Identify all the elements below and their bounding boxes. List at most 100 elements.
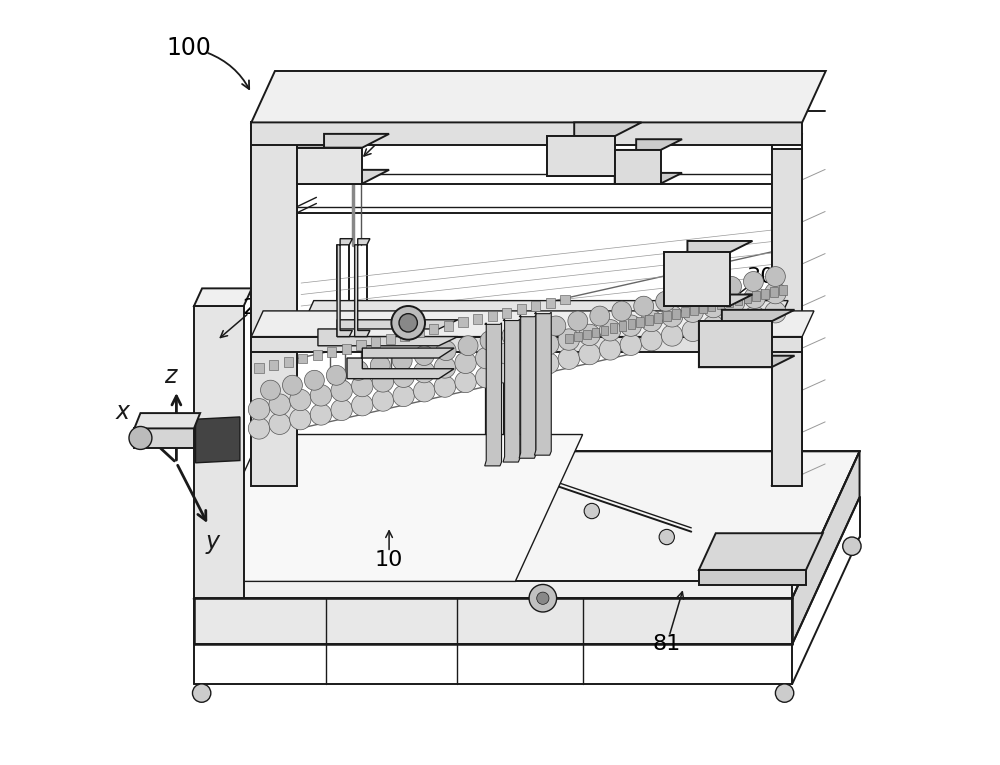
Polygon shape — [699, 533, 823, 570]
Polygon shape — [337, 239, 352, 337]
Polygon shape — [583, 330, 591, 339]
Circle shape — [546, 316, 566, 336]
Circle shape — [392, 350, 412, 370]
Polygon shape — [254, 363, 264, 373]
Circle shape — [370, 356, 390, 376]
Polygon shape — [355, 239, 370, 337]
Circle shape — [659, 529, 674, 545]
Circle shape — [661, 325, 683, 346]
Polygon shape — [297, 134, 389, 184]
Polygon shape — [194, 451, 860, 598]
Polygon shape — [534, 312, 551, 455]
Circle shape — [529, 584, 557, 612]
Circle shape — [290, 389, 311, 411]
Circle shape — [722, 276, 741, 296]
Circle shape — [352, 395, 373, 416]
Polygon shape — [708, 301, 715, 311]
Circle shape — [744, 306, 765, 327]
Polygon shape — [251, 122, 297, 306]
Circle shape — [590, 306, 610, 326]
Circle shape — [248, 418, 270, 439]
Circle shape — [261, 380, 280, 400]
Circle shape — [331, 399, 352, 421]
Circle shape — [682, 301, 703, 322]
Text: 40: 40 — [398, 99, 426, 119]
Circle shape — [599, 320, 621, 341]
Text: y: y — [205, 530, 219, 555]
Circle shape — [393, 366, 414, 387]
Polygon shape — [400, 330, 409, 340]
Polygon shape — [485, 323, 502, 466]
Polygon shape — [672, 310, 680, 319]
Polygon shape — [251, 130, 297, 486]
Circle shape — [269, 394, 290, 415]
Circle shape — [434, 376, 456, 397]
Polygon shape — [560, 295, 570, 304]
Polygon shape — [251, 337, 802, 352]
Text: 10: 10 — [375, 550, 403, 570]
Text: 100: 100 — [166, 36, 211, 60]
Polygon shape — [772, 149, 802, 486]
Circle shape — [414, 346, 434, 366]
Circle shape — [502, 326, 522, 346]
Circle shape — [682, 320, 703, 341]
Polygon shape — [194, 288, 252, 306]
Circle shape — [248, 399, 270, 420]
Polygon shape — [194, 306, 244, 598]
Circle shape — [524, 321, 544, 341]
Polygon shape — [503, 319, 520, 462]
Circle shape — [579, 343, 600, 365]
Polygon shape — [664, 241, 752, 306]
Polygon shape — [313, 350, 322, 360]
Polygon shape — [628, 320, 635, 329]
Circle shape — [496, 343, 518, 364]
Polygon shape — [251, 311, 814, 337]
Polygon shape — [196, 417, 240, 463]
Circle shape — [331, 380, 352, 402]
Circle shape — [455, 352, 476, 373]
Polygon shape — [298, 353, 307, 363]
Polygon shape — [194, 435, 567, 581]
Polygon shape — [645, 315, 653, 324]
Polygon shape — [592, 327, 599, 337]
Text: 81: 81 — [653, 634, 681, 654]
Circle shape — [744, 272, 763, 291]
Polygon shape — [194, 581, 792, 598]
Circle shape — [414, 361, 435, 382]
Circle shape — [599, 339, 621, 360]
Polygon shape — [726, 298, 733, 307]
Circle shape — [304, 370, 324, 390]
Polygon shape — [615, 139, 682, 184]
Circle shape — [283, 376, 302, 396]
Circle shape — [393, 385, 414, 406]
Polygon shape — [519, 315, 536, 458]
Circle shape — [476, 366, 497, 388]
Polygon shape — [502, 308, 511, 317]
Polygon shape — [531, 301, 540, 311]
Circle shape — [579, 324, 600, 346]
Text: z: z — [164, 364, 176, 389]
Circle shape — [192, 684, 211, 702]
Circle shape — [399, 314, 417, 332]
Polygon shape — [342, 343, 351, 353]
Polygon shape — [717, 299, 724, 308]
Polygon shape — [610, 324, 617, 333]
Polygon shape — [488, 311, 497, 321]
Circle shape — [537, 353, 559, 374]
Polygon shape — [297, 301, 788, 337]
Polygon shape — [601, 326, 608, 335]
Circle shape — [290, 409, 311, 430]
Circle shape — [843, 537, 861, 555]
Circle shape — [372, 390, 394, 412]
Polygon shape — [699, 570, 806, 585]
Circle shape — [661, 306, 683, 327]
Circle shape — [744, 287, 765, 308]
Circle shape — [517, 338, 538, 360]
Polygon shape — [251, 71, 826, 122]
Polygon shape — [779, 285, 787, 295]
Circle shape — [391, 306, 425, 340]
Circle shape — [584, 503, 599, 519]
Polygon shape — [134, 428, 194, 448]
Circle shape — [434, 356, 456, 378]
Polygon shape — [663, 311, 671, 321]
